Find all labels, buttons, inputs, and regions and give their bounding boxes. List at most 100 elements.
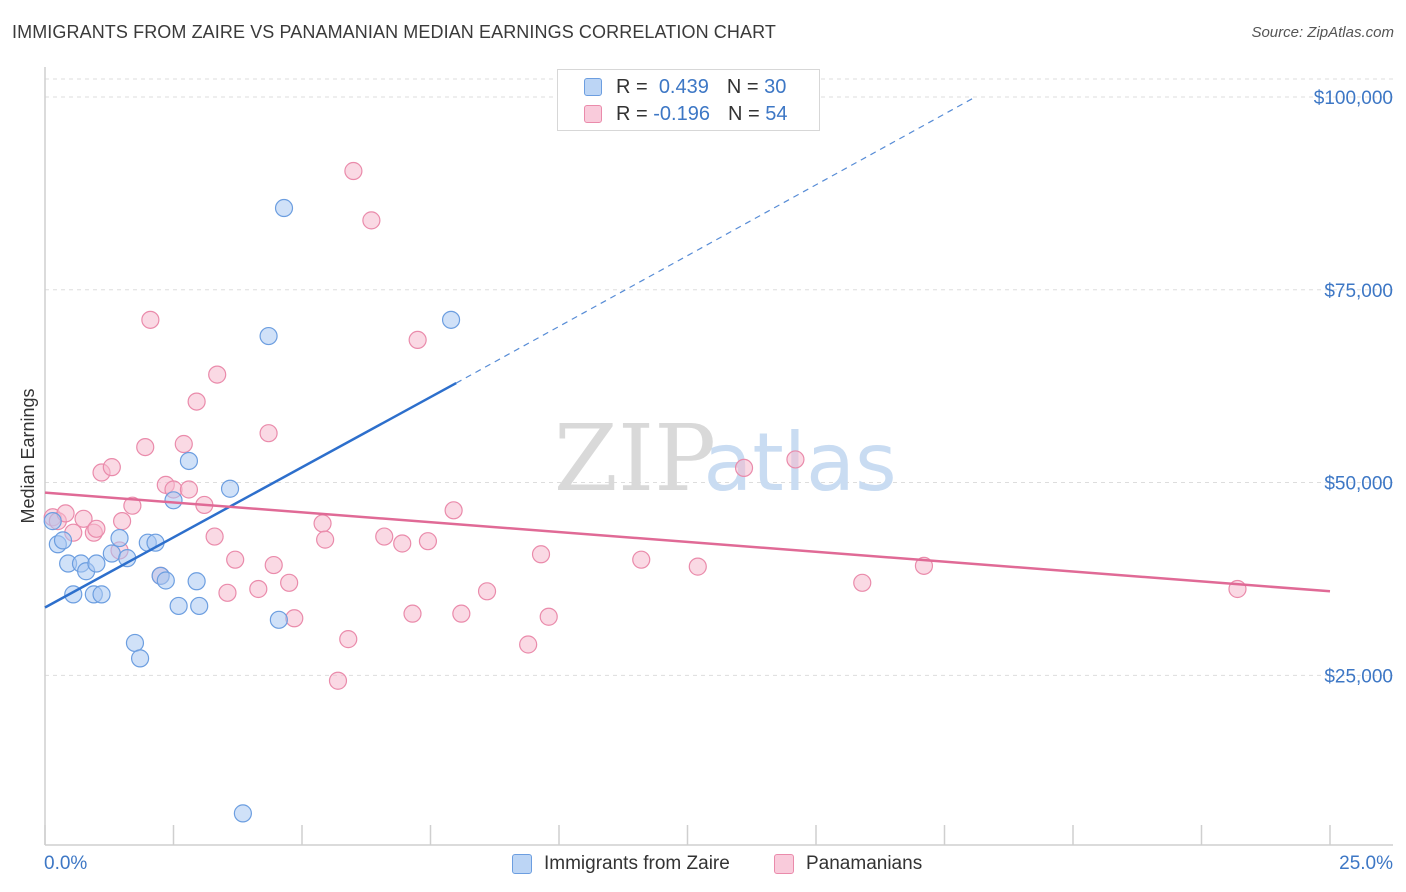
- panamanian-point: [853, 573, 872, 592]
- watermark: ZIP atlas: [554, 405, 897, 512]
- panamanian-trend-line: [44, 491, 1331, 593]
- zaire-point: [53, 531, 73, 550]
- legend-row-panamanians: R = -0.196 N = 54: [584, 102, 787, 126]
- panamanian-point: [74, 509, 93, 528]
- panamanian-point: [226, 550, 245, 569]
- panamanian-point: [285, 609, 304, 628]
- zaire-point: [130, 649, 150, 668]
- chart-title: IMMIGRANTS FROM ZAIRE VS PANAMANIAN MEDI…: [12, 22, 776, 42]
- legend-r-label: R =: [616, 102, 648, 125]
- zaire-point: [220, 479, 240, 498]
- panamanian-point: [477, 582, 497, 601]
- legend-r-label: R =: [616, 75, 648, 98]
- legend-n-label: N =: [726, 75, 759, 98]
- panamanian-point: [208, 365, 227, 384]
- panamanian-point: [519, 635, 538, 654]
- panamanian-point: [403, 604, 422, 623]
- y-tick-label: $100,000: [1314, 88, 1393, 109]
- panamanian-point: [444, 501, 463, 520]
- panamanian-point: [339, 630, 358, 649]
- y-tick-labels: $25,000 $50,000 $75,000 $100,000: [1314, 88, 1393, 687]
- y-axis-label: Median Earnings: [18, 388, 38, 523]
- series-swatch-zaire: [512, 854, 532, 874]
- correlation-legend: R = 0.439 N = 30 R = -0.196 N = 54: [557, 69, 820, 131]
- zaire-point: [87, 554, 106, 573]
- zaire-point: [92, 585, 111, 604]
- source-label: Source: ZipAtlas.com: [1251, 24, 1394, 41]
- zaire-point: [156, 571, 175, 590]
- panamanian-point: [264, 555, 283, 575]
- zaire-point: [110, 528, 129, 548]
- zaire-point: [169, 596, 188, 616]
- panamanian-point: [141, 310, 160, 329]
- grid-lines: [45, 78, 1393, 676]
- series-swatch-panamanians: [774, 854, 794, 874]
- zaire-point: [190, 596, 209, 616]
- legend-swatch-zaire: [584, 78, 602, 96]
- zaire-point: [164, 491, 183, 510]
- panamanian-point: [452, 604, 471, 623]
- legend-swatch-panamanians: [584, 105, 602, 123]
- panamanian-point: [259, 424, 278, 443]
- zaire-point: [43, 512, 62, 531]
- zaire-point: [233, 804, 252, 823]
- panamanian-point: [174, 434, 193, 454]
- legend-r-value: -0.196: [653, 102, 710, 125]
- panamanian-point: [123, 496, 142, 515]
- series-label-panamanians: Panamanians: [806, 853, 923, 874]
- panamanian-point: [734, 458, 754, 478]
- panamanian-point: [539, 607, 558, 626]
- legend-r-value: 0.439: [658, 75, 709, 98]
- legend-row-zaire: R = 0.439 N = 30: [584, 75, 786, 99]
- x-tick-label: 25.0%: [1339, 853, 1393, 874]
- panamanian-point: [375, 527, 394, 546]
- legend-n-value: 30: [764, 75, 787, 98]
- panamanian-point: [344, 161, 363, 181]
- zaire-point: [269, 610, 288, 629]
- x-tick-labels: 0.0% 25.0%: [44, 853, 1393, 874]
- zaire-point: [259, 326, 278, 346]
- data-points: [43, 161, 1247, 823]
- panamanian-point: [205, 527, 224, 546]
- zaire-point: [187, 572, 206, 591]
- series-label-zaire: Immigrants from Zaire: [544, 853, 730, 874]
- panamanian-point: [393, 534, 412, 553]
- zaire-point: [179, 451, 199, 471]
- watermark-zip: ZIP: [554, 405, 716, 512]
- legend-n-label: N =: [727, 102, 760, 125]
- panamanian-point: [112, 512, 132, 531]
- panamanian-point: [531, 545, 551, 564]
- panamanian-point: [179, 480, 199, 499]
- zaire-point: [441, 310, 461, 329]
- panamanian-point: [408, 330, 427, 350]
- panamanian-point: [218, 583, 237, 602]
- panamanian-point: [187, 392, 206, 411]
- panamanian-point: [102, 458, 121, 477]
- zaire-trend-extension: [455, 96, 976, 384]
- series-legend-zaire: Immigrants from Zaire: [512, 852, 730, 876]
- panamanian-point: [418, 532, 438, 551]
- y-tick-label: $25,000: [1324, 666, 1393, 687]
- zaire-trend-line: [44, 381, 457, 609]
- zaire-point: [125, 633, 145, 653]
- y-tick-label: $50,000: [1324, 474, 1393, 495]
- panamanian-point: [316, 530, 335, 549]
- panamanian-point: [87, 519, 106, 538]
- panamanian-point: [362, 211, 381, 230]
- panamanian-point: [136, 437, 155, 457]
- panamanian-point: [632, 550, 651, 569]
- panamanian-point: [688, 557, 707, 576]
- panamanian-point: [249, 579, 268, 599]
- panamanian-point: [313, 514, 332, 533]
- zaire-point: [102, 544, 121, 563]
- x-tick-label: 0.0%: [44, 853, 87, 874]
- series-legend-panamanians: Panamanians: [774, 852, 922, 876]
- legend-n-value: 54: [765, 102, 788, 125]
- panamanian-point: [786, 450, 805, 469]
- trend-lines: [44, 96, 1331, 609]
- axes: [44, 67, 1393, 846]
- zaire-point: [274, 198, 294, 218]
- y-tick-label: $75,000: [1324, 281, 1393, 302]
- panamanian-point: [280, 573, 299, 592]
